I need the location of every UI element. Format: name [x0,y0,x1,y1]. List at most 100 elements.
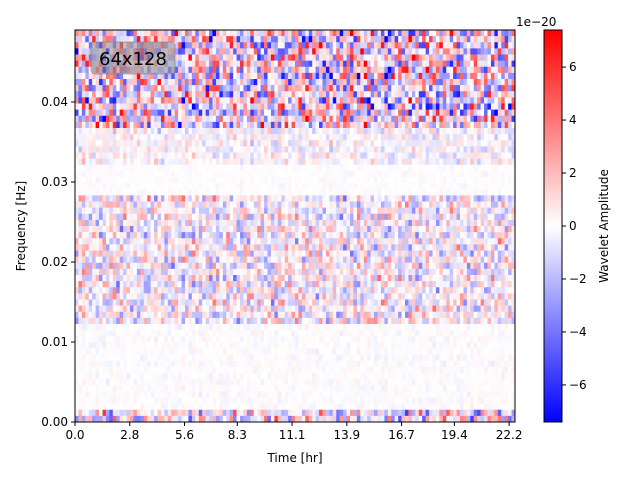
heatmap-cell [136,232,141,239]
heatmap-cell [377,262,382,270]
heatmap-cell [425,140,430,147]
heatmap-cell [160,262,165,270]
heatmap-cell [284,189,289,196]
heatmap-cell [246,262,251,270]
heatmap-cell [435,250,440,257]
heatmap-cell [511,109,516,117]
heatmap-cell [105,201,110,208]
heatmap-cell [346,72,351,80]
heatmap-cell [356,115,361,123]
heatmap-cell [470,213,475,221]
heatmap-cell [339,60,344,68]
heatmap-cell [435,158,440,166]
heatmap-cell [432,238,437,245]
heatmap-cell [456,109,461,117]
heatmap-cell [160,97,165,104]
heatmap-cell [178,232,182,239]
heatmap-cell [246,201,251,208]
heatmap-cell [233,72,237,80]
heatmap-cell [350,79,354,86]
heatmap-cell [291,170,296,178]
heatmap-cell [508,79,512,86]
heatmap-cell [380,30,385,37]
heatmap-cell [226,195,231,202]
heatmap-cell [198,54,203,61]
heatmap-cell [456,72,461,80]
heatmap-cell [274,232,279,239]
heatmap-cell [511,170,516,178]
heatmap-cell [329,207,334,215]
heatmap-cell [511,54,516,61]
heatmap-cell [432,146,437,153]
heatmap-cell [229,42,234,49]
heatmap-cell [449,54,454,61]
heatmap-cell [480,183,485,190]
heatmap-cell [350,146,354,153]
heatmap-cell [257,54,261,61]
heatmap-cell [260,226,265,233]
heatmap-cell [377,238,382,245]
heatmap-cell [240,189,244,196]
heatmap-cell [243,262,248,270]
heatmap-cell [449,115,454,123]
heatmap-cell [511,103,516,110]
heatmap-cell [126,134,131,141]
heatmap-cell [85,42,90,49]
heatmap-cell [119,158,124,166]
heatmap-cell [435,256,440,264]
heatmap-cell [456,48,461,55]
heatmap-cell [473,103,478,110]
heatmap-cell [394,30,399,37]
heatmap-cell [425,232,430,239]
heatmap-cell [298,164,303,172]
heatmap-cell [401,60,406,68]
heatmap-cell [185,48,189,55]
heatmap-cell [195,140,200,147]
heatmap-cell [295,48,299,55]
heatmap-cell [219,177,224,184]
heatmap-cell [429,189,433,196]
heatmap-cell [95,121,100,129]
heatmap-cell [398,183,402,190]
heatmap-cell [394,48,399,55]
heatmap-cell [387,134,392,141]
heatmap-cell [116,91,121,98]
heatmap-cell [250,97,255,104]
heatmap-cell [477,109,481,117]
heatmap-cell [325,226,330,233]
heatmap-cell [188,91,193,98]
heatmap-cell [315,103,320,110]
heatmap-cell [473,238,478,245]
heatmap-cell [487,213,492,221]
heatmap-cell [212,79,217,86]
heatmap-cell [501,97,506,104]
heatmap-cell [387,128,392,135]
heatmap-cell [315,97,320,104]
heatmap-cell [432,256,437,264]
heatmap-cell [92,158,96,166]
heatmap-cell [343,170,347,178]
heatmap-cell [484,79,488,86]
heatmap-cell [332,232,337,239]
heatmap-cell [253,219,258,227]
heatmap-cell [360,219,365,227]
heatmap-cell [470,85,475,92]
heatmap-cell [240,164,244,172]
heatmap-cell [425,72,430,80]
heatmap-cell [418,134,423,141]
heatmap-cell [487,146,492,153]
heatmap-cell [429,170,433,178]
heatmap-cell [246,36,251,43]
heatmap-cell [102,170,107,178]
heatmap-cell [501,72,506,80]
heatmap-cell [408,262,413,270]
heatmap-cell [143,91,148,98]
heatmap-cell [508,250,512,257]
heatmap-cell [363,226,368,233]
heatmap-cell [178,146,182,153]
heatmap-cell [109,164,114,172]
heatmap-cell [291,42,296,49]
heatmap-cell [332,158,337,166]
heatmap-cell [136,170,141,178]
heatmap-cell [288,250,292,257]
